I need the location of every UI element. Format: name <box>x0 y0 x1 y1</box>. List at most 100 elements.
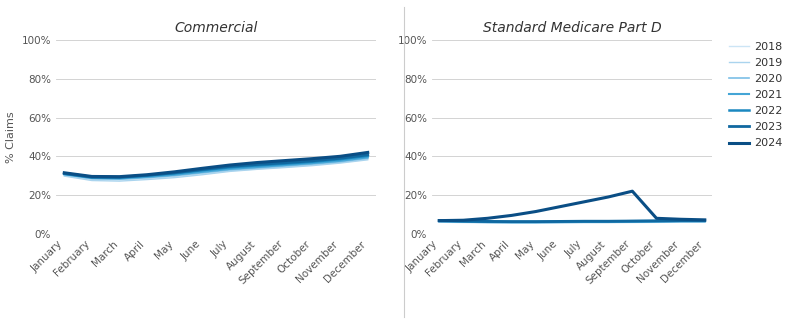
2021 <box>87 176 97 180</box>
2018 <box>507 221 517 225</box>
2018 <box>59 173 69 177</box>
2020 <box>59 173 69 177</box>
2018 <box>579 221 589 225</box>
2021 <box>652 219 662 223</box>
2021 <box>308 161 318 165</box>
2021 <box>59 172 69 176</box>
2022 <box>700 219 710 223</box>
Line: 2024: 2024 <box>439 191 705 221</box>
2023 <box>280 161 290 165</box>
2019 <box>555 220 565 224</box>
2024 <box>652 216 662 220</box>
2020 <box>603 220 613 224</box>
Line: 2021: 2021 <box>439 221 705 222</box>
Line: 2023: 2023 <box>64 155 368 177</box>
2020 <box>579 220 589 224</box>
2018 <box>280 165 290 169</box>
2020 <box>434 219 444 223</box>
Line: 2021: 2021 <box>64 157 368 178</box>
2018 <box>603 221 613 225</box>
Line: 2020: 2020 <box>64 158 368 179</box>
2024 <box>676 217 686 221</box>
2019 <box>142 178 152 182</box>
2021 <box>434 219 444 223</box>
2022 <box>87 175 97 179</box>
2018 <box>482 221 492 225</box>
2024 <box>87 174 97 178</box>
2024 <box>579 200 589 204</box>
2022 <box>579 219 589 223</box>
2024 <box>170 170 179 174</box>
Line: 2018: 2018 <box>439 222 705 223</box>
2019 <box>335 161 345 165</box>
2023 <box>507 219 517 223</box>
2019 <box>280 166 290 170</box>
Line: 2022: 2022 <box>439 221 705 222</box>
2020 <box>280 164 290 168</box>
2020 <box>114 177 124 181</box>
2018 <box>308 163 318 167</box>
2023 <box>335 156 345 160</box>
2019 <box>603 220 613 224</box>
2022 <box>676 219 686 223</box>
2020 <box>363 156 373 160</box>
2019 <box>627 220 637 224</box>
2023 <box>114 175 124 179</box>
Line: 2018: 2018 <box>64 159 368 180</box>
2024 <box>482 216 492 220</box>
2022 <box>363 154 373 158</box>
2021 <box>363 155 373 159</box>
2024 <box>280 159 290 163</box>
2022 <box>59 172 69 176</box>
2020 <box>198 171 207 175</box>
2021 <box>280 163 290 167</box>
2022 <box>253 163 262 167</box>
2018 <box>652 220 662 224</box>
Line: 2019: 2019 <box>64 160 368 181</box>
2019 <box>676 220 686 224</box>
2023 <box>170 171 179 175</box>
2018 <box>87 178 97 182</box>
2019 <box>458 220 468 224</box>
Title: Standard Medicare Part D: Standard Medicare Part D <box>482 21 662 35</box>
2019 <box>87 178 97 182</box>
2019 <box>579 220 589 224</box>
2023 <box>198 167 207 171</box>
2023 <box>59 171 69 175</box>
2019 <box>434 220 444 224</box>
2024 <box>253 161 262 165</box>
2018 <box>700 220 710 224</box>
2020 <box>308 162 318 166</box>
2021 <box>700 219 710 223</box>
2020 <box>335 160 345 164</box>
2022 <box>458 219 468 223</box>
2018 <box>627 220 637 224</box>
2018 <box>434 220 444 224</box>
2024 <box>507 213 517 217</box>
2023 <box>225 164 234 168</box>
2021 <box>458 219 468 223</box>
2022 <box>308 160 318 164</box>
2023 <box>482 219 492 223</box>
2024 <box>225 163 234 167</box>
2024 <box>603 195 613 199</box>
2021 <box>198 170 207 174</box>
2020 <box>253 166 262 170</box>
2024 <box>114 175 124 179</box>
2019 <box>59 174 69 178</box>
2020 <box>555 220 565 224</box>
2019 <box>225 169 234 173</box>
2021 <box>253 165 262 169</box>
Line: 2020: 2020 <box>439 221 705 222</box>
2018 <box>114 178 124 182</box>
2022 <box>198 168 207 172</box>
2018 <box>458 220 468 224</box>
2019 <box>652 220 662 224</box>
2023 <box>142 173 152 177</box>
2024 <box>434 219 444 223</box>
2023 <box>458 219 468 223</box>
2022 <box>335 157 345 161</box>
2022 <box>507 220 517 224</box>
Legend: 2018, 2019, 2020, 2021, 2022, 2023, 2024: 2018, 2019, 2020, 2021, 2022, 2023, 2024 <box>729 42 782 148</box>
2020 <box>531 220 541 224</box>
